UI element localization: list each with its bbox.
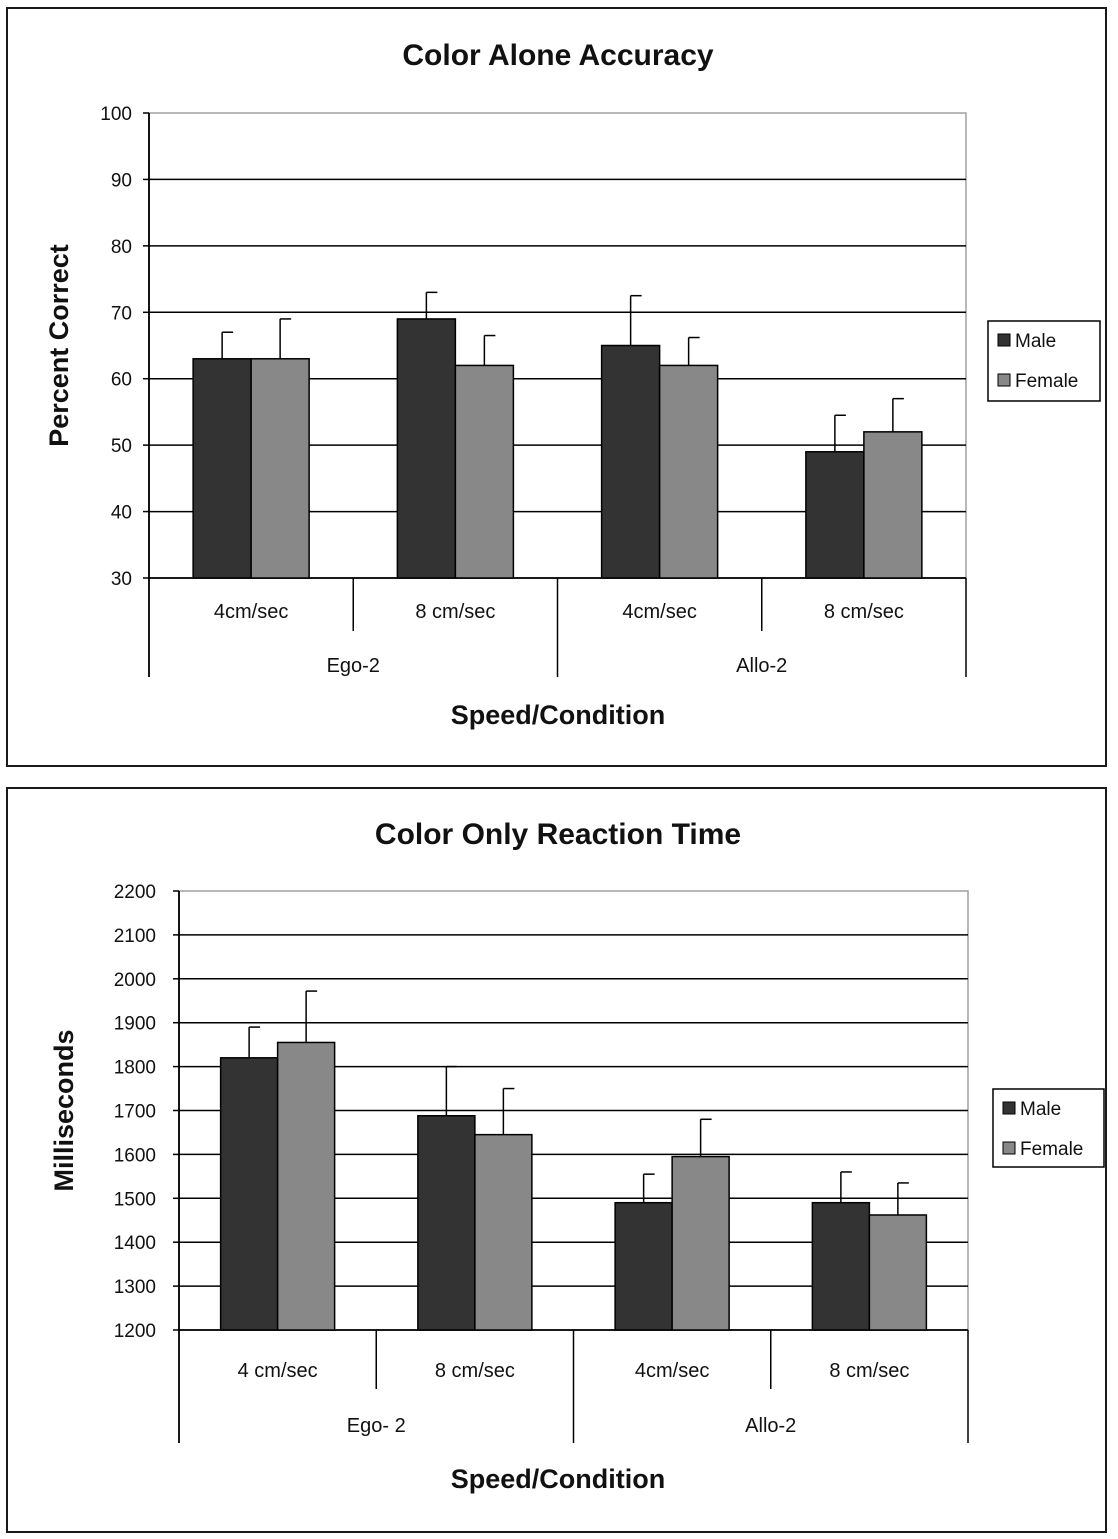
category-label: 8 cm/sec: [435, 1360, 515, 1382]
bar-female: [658, 364, 719, 579]
category-label: 8 cm/sec: [829, 1360, 909, 1382]
y-tick-label: 1500: [114, 1189, 156, 1210]
bar-female: [863, 431, 923, 579]
group-label: Allo-2: [745, 1415, 796, 1437]
reaction-time-chart-panel: Color Only Reaction Time 2200 2100 2000 1900…: [6, 787, 1107, 1533]
x-axis-title: Speed/Condition: [451, 1464, 665, 1494]
y-tick-label: 1400: [114, 1233, 156, 1254]
y-tick-label: 2100: [114, 926, 156, 947]
chart-title: Color Only Reaction Time: [375, 818, 741, 851]
bar-female: [671, 1155, 730, 1331]
category-label: 4cm/sec: [214, 601, 288, 623]
y-tick-label: 90: [111, 170, 132, 191]
reaction-time-chart: Color Only Reaction Time 2200 2100 2000 1900…: [49, 818, 1105, 1494]
bar-male: [219, 1057, 279, 1331]
y-axis-title: Milliseconds: [49, 1029, 79, 1191]
y-axis-title: Percent Correct: [44, 244, 74, 447]
bar-male: [600, 344, 661, 579]
bar-male: [192, 358, 252, 579]
bar-female: [474, 1133, 533, 1331]
bar-male: [396, 318, 457, 579]
legend-label-female: Female: [1015, 371, 1078, 392]
y-tick-label: 1600: [114, 1145, 156, 1166]
group-label: Allo-2: [736, 655, 787, 677]
legend-swatch-male: [997, 333, 1011, 347]
category-label: 4cm/sec: [622, 601, 696, 623]
category-label: 8 cm/sec: [824, 601, 904, 623]
y-tick-label: 1800: [114, 1058, 156, 1079]
group-label: Ego-2: [327, 655, 380, 677]
x-axis-title: Speed/Condition: [451, 700, 665, 730]
category-label: 8 cm/sec: [415, 601, 495, 623]
legend-swatch-female: [1002, 1141, 1016, 1155]
group-label: Ego- 2: [347, 1415, 406, 1437]
y-tick-label: 1900: [114, 1014, 156, 1035]
y-tick-label: 1300: [114, 1277, 156, 1298]
bar-male: [805, 451, 865, 579]
category-label: 4cm/sec: [635, 1360, 709, 1382]
y-tick-label: 50: [111, 436, 132, 457]
y-tick-label: 100: [100, 104, 132, 125]
legend-label-female: Female: [1020, 1139, 1083, 1160]
accuracy-chart: Color Alone Accuracy 100 90 80 70 60 50 40 30 4cm…: [44, 39, 1101, 730]
y-tick-label: 40: [111, 503, 132, 524]
bar-male: [614, 1201, 673, 1331]
accuracy-chart-panel: Color Alone Accuracy 100 90 80 70 60 50 40 30 4cm…: [6, 7, 1107, 767]
y-tick-label: 70: [111, 303, 132, 324]
legend-swatch-female: [997, 373, 1011, 387]
bar-male: [417, 1115, 476, 1331]
chart-title: Color Alone Accuracy: [402, 39, 714, 72]
y-tick-label: 2000: [114, 970, 156, 991]
bar-female: [276, 1041, 336, 1331]
y-tick-label: 60: [111, 370, 132, 391]
legend-label-male: Male: [1015, 331, 1056, 352]
legend-label-male: Male: [1020, 1099, 1061, 1120]
bar-male: [811, 1201, 871, 1331]
y-tick-label: 2200: [114, 882, 156, 903]
y-tick-label: 30: [111, 569, 132, 590]
bar-female: [868, 1214, 928, 1331]
bar-female: [250, 358, 310, 579]
y-tick-label: 80: [111, 237, 132, 258]
bar-female: [454, 364, 515, 579]
y-tick-label: 1200: [114, 1321, 156, 1342]
y-tick-label: 1700: [114, 1102, 156, 1123]
legend-swatch-male: [1002, 1101, 1016, 1115]
category-label: 4 cm/sec: [238, 1360, 318, 1382]
